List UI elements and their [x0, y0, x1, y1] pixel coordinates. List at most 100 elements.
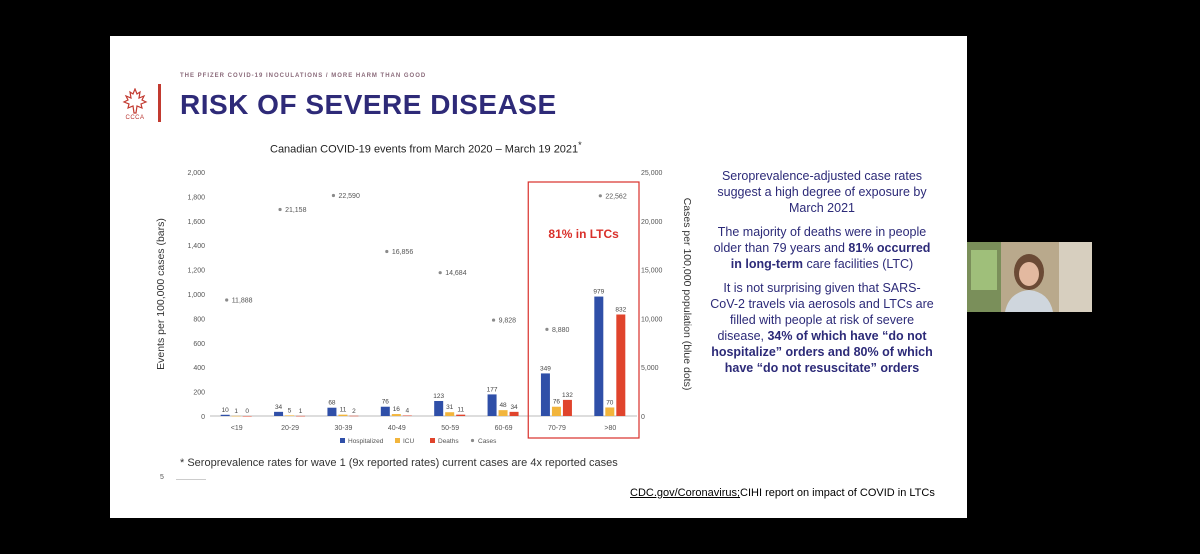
bar-deaths — [509, 411, 519, 416]
bar-icu — [498, 410, 508, 416]
y-tick-label: 1,600 — [187, 219, 205, 226]
y-tick-label: 1,800 — [187, 194, 205, 201]
bar-value-label: 132 — [562, 392, 573, 399]
ccca-logo: CCCA — [122, 88, 148, 128]
bar-value-label: 76 — [553, 399, 561, 406]
slide-title: RISK OF SEVERE DISEASE — [180, 89, 557, 120]
cases-value-label: 9,828 — [499, 318, 517, 325]
y-tick-label: 1,200 — [187, 268, 205, 275]
bar-icu — [285, 415, 295, 416]
ltc-annotation: 81% in LTCs — [548, 227, 619, 241]
bar-hospitalized — [594, 296, 604, 416]
bar-value-label: 48 — [499, 402, 507, 409]
bar-hospitalized — [434, 400, 444, 416]
bar-icu — [338, 414, 348, 416]
cases-value-label: 8,880 — [552, 327, 570, 334]
legend-label: Cases — [478, 438, 497, 445]
bar-deaths — [456, 414, 466, 416]
bar-value-label: 0 — [245, 408, 249, 415]
source-link[interactable]: CDC.gov/Coronavirus; — [630, 487, 741, 499]
y-tick-label: 1,400 — [187, 243, 205, 250]
bar-hospitalized — [487, 394, 497, 416]
bar-value-label: 11 — [457, 407, 464, 414]
cases-value-label: 11,888 — [232, 297, 253, 304]
bar-value-label: 5 — [288, 407, 292, 414]
x-tick-label: 30-39 — [334, 425, 352, 432]
legend-swatch — [430, 438, 435, 443]
y2-tick-label: 20,000 — [641, 219, 663, 226]
bar-value-label: 177 — [487, 386, 498, 393]
x-tick-label: 50-59 — [441, 425, 459, 432]
bar-deaths — [562, 399, 572, 416]
x-tick-label: >80 — [604, 425, 616, 432]
y-tick-label: 600 — [193, 341, 205, 348]
y-tick-label: 800 — [193, 316, 205, 323]
presentation-slide: THE PFIZER COVID-19 INOCULATIONS / MORE … — [110, 36, 967, 518]
legend-swatch — [470, 438, 475, 443]
cases-value-label: 14,684 — [445, 270, 467, 277]
cases-value-label: 21,158 — [285, 207, 307, 214]
bar-deaths — [616, 314, 626, 416]
cases-value-label: 16,856 — [392, 249, 414, 256]
page-divider — [176, 479, 206, 480]
cases-value-label: 22,590 — [338, 193, 360, 200]
y2-tick-label: 15,000 — [641, 268, 663, 275]
cases-dot — [225, 298, 229, 302]
summary-text: Seroprevalence-adjusted case rates sugge… — [710, 168, 934, 384]
maple-leaf-icon — [122, 88, 148, 114]
bar-value-label: 68 — [328, 400, 336, 407]
bar-hospitalized — [274, 411, 284, 416]
bar-value-label: 10 — [222, 407, 230, 414]
summary-para-1: Seroprevalence-adjusted case rates sugge… — [717, 169, 927, 215]
bar-value-label: 979 — [593, 289, 604, 296]
legend-swatch — [395, 438, 400, 443]
summary-para-3: It is not surprising given that SARS-CoV… — [710, 281, 934, 375]
x-tick-label: 20-29 — [281, 425, 299, 432]
webcam-thumbnail[interactable] — [967, 242, 1092, 312]
y-tick-label: 1,000 — [187, 292, 205, 299]
bar-value-label: 4 — [406, 408, 410, 415]
bar-deaths — [402, 415, 412, 417]
ltc-highlight-box — [527, 181, 640, 439]
bar-value-label: 1 — [299, 408, 303, 415]
bar-value-label: 16 — [393, 406, 401, 413]
bar-icu — [605, 407, 615, 416]
legend-label: Deaths — [438, 438, 459, 445]
cases-dot — [491, 318, 496, 322]
y-tick-label: 0 — [201, 414, 205, 421]
bar-value-label: 34 — [510, 404, 518, 411]
slide-supertitle: THE PFIZER COVID-19 INOCULATIONS / MORE … — [180, 73, 427, 79]
bar-value-label: 76 — [382, 399, 390, 406]
bar-hospitalized — [540, 373, 550, 416]
title-accent-bar — [158, 84, 161, 122]
source-text: CIHI report on impact of COVID in LTCs — [740, 487, 935, 499]
presenter-video — [967, 242, 1092, 312]
bar-hospitalized — [380, 406, 390, 416]
bar-deaths — [296, 415, 306, 417]
bar-value-label: 11 — [340, 407, 347, 414]
bar-icu — [551, 406, 561, 416]
covid-events-chart: 02004006008001,0001,2001,4001,6001,8002,… — [155, 170, 693, 445]
bar-value-label: 123 — [433, 393, 444, 400]
y2-tick-label: 25,000 — [641, 170, 663, 177]
bar-hospitalized — [327, 407, 337, 416]
y-tick-label: 2,000 — [187, 170, 205, 177]
bar-icu — [445, 412, 455, 416]
bar-icu — [391, 414, 401, 416]
bar-value-label: 34 — [275, 404, 283, 411]
cases-value-label: 22,562 — [605, 193, 627, 200]
bar-value-label: 70 — [606, 399, 614, 406]
y2-tick-label: 5,000 — [641, 365, 659, 372]
cases-dot — [598, 194, 602, 198]
cases-dot — [385, 249, 389, 254]
logo-text: CCCA — [125, 115, 145, 121]
bar-icu — [231, 415, 241, 417]
y-tick-label: 400 — [193, 365, 205, 372]
y2-tick-label: 0 — [641, 414, 645, 421]
y-axis-title: Events per 100,000 cases (bars) — [155, 218, 167, 370]
x-tick-label: 40-49 — [388, 425, 406, 432]
legend-label: Hospitalized — [348, 438, 384, 445]
footnote: * Seroprevalence rates for wave 1 (9x re… — [180, 457, 618, 469]
cases-dot — [545, 327, 549, 331]
bar-value-label: 1 — [234, 408, 238, 415]
